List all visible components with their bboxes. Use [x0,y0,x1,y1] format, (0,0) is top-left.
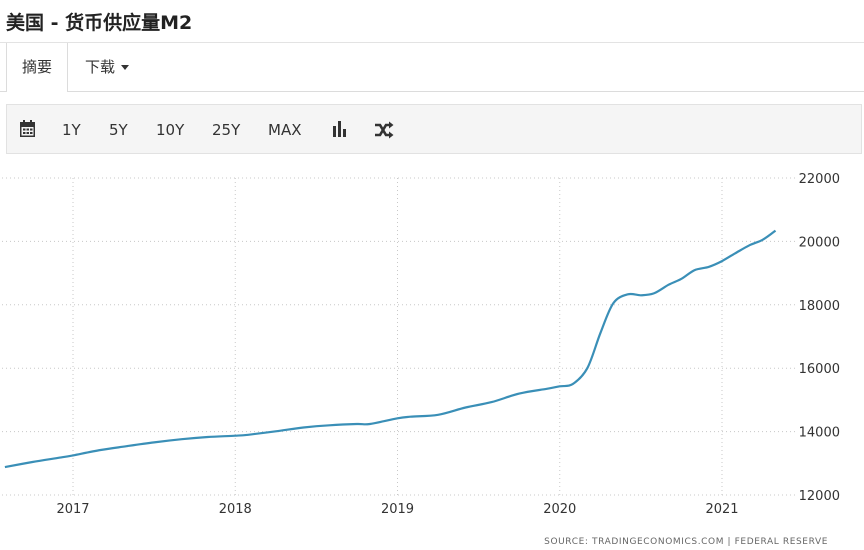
source-note: SOURCE: TRADINGECONOMICS.COM | FEDERAL R… [544,537,828,547]
page-title: 美国 - 货币供应量M2 [6,12,193,34]
range-5y-button[interactable]: 5Y [109,121,128,139]
y-tick-label: 18000 [799,299,840,314]
y-tick-label: 16000 [799,362,840,377]
y-tick-label: 14000 [799,426,840,441]
x-tick-label: 2018 [219,502,252,517]
y-tick-label: 12000 [799,489,840,504]
x-tick-label: 2021 [705,502,738,517]
x-tick-label: 2020 [543,502,576,517]
m2-line-chart: 12000 14000 16000 18000 20000 22000 2017 2018 20… [2,172,840,517]
title-bar: 美国 - 货币供应量M2 [0,0,864,43]
range-25y-button[interactable]: 25Y [212,121,241,139]
range-10y-button[interactable]: 10Y [156,121,185,139]
tab-summary[interactable]: 摘要 [6,43,68,92]
tab-bar: 摘要 下载 [0,43,864,92]
range-max-button[interactable]: MAX [268,121,302,139]
bar-chart-icon[interactable] [332,105,348,155]
tab-download-label: 下载 [85,58,116,76]
range-1y-button[interactable]: 1Y [62,121,81,139]
chart-area: 12000 14000 16000 18000 20000 22000 2017 2018 20… [0,160,864,550]
x-tick-label: 2017 [56,502,89,517]
chevron-down-icon [121,65,130,70]
chart-toolbar: 1Y 5Y 10Y 25Y MAX [6,104,862,154]
tab-download[interactable]: 下载 [85,43,130,91]
y-tick-label: 22000 [799,172,840,187]
y-tick-label: 20000 [799,235,840,250]
calendar-icon[interactable] [19,105,36,155]
series-line [4,229,777,469]
shuffle-icon[interactable] [374,105,394,155]
x-tick-label: 2019 [381,502,414,517]
